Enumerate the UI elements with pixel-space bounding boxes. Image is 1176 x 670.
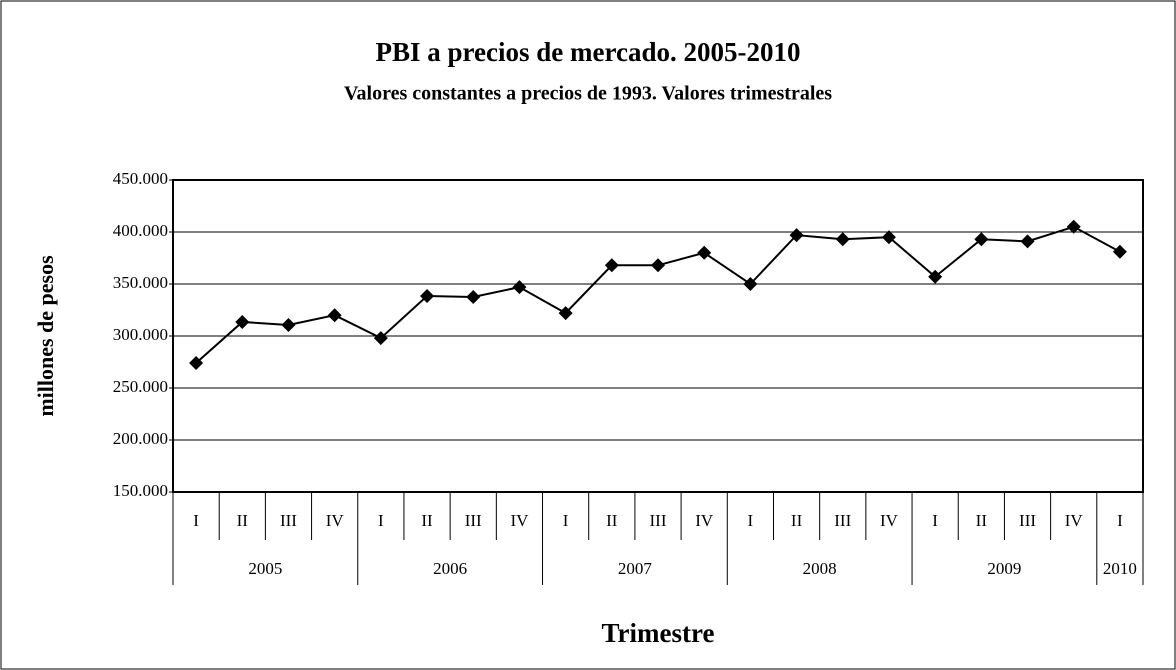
- data-marker: [189, 356, 204, 371]
- x-tick-label: IV: [326, 511, 345, 530]
- data-marker: [743, 277, 758, 291]
- x-tick-label: I: [563, 511, 569, 530]
- data-marker: [1066, 219, 1081, 234]
- x-group-label: 2005: [248, 559, 282, 578]
- y-tick-label: 250.000: [113, 377, 168, 396]
- data-marker: [789, 228, 804, 243]
- data-marker: [974, 232, 989, 247]
- x-tick-label: III: [1019, 511, 1036, 530]
- data-marker: [1020, 234, 1035, 249]
- data-marker: [928, 269, 943, 284]
- x-tick-label: II: [791, 511, 803, 530]
- x-tick-label: III: [280, 511, 297, 530]
- chart-title: PBI a precios de mercado. 2005-2010: [376, 37, 801, 67]
- x-tick-label: IV: [510, 511, 529, 530]
- x-group-label: 2006: [433, 559, 467, 578]
- data-marker: [558, 306, 573, 321]
- x-tick-label: III: [834, 511, 851, 530]
- x-group-label: 2007: [618, 559, 653, 578]
- x-group-label: 2010: [1103, 559, 1137, 578]
- y-tick-label: 350.000: [113, 273, 168, 292]
- chart-subtitle: Valores constantes a precios de 1993. Va…: [344, 83, 832, 105]
- x-tick-label: I: [932, 511, 938, 530]
- data-marker: [835, 232, 850, 247]
- data-marker: [697, 245, 712, 260]
- data-marker: [881, 230, 896, 245]
- data-marker: [373, 331, 388, 346]
- data-marker: [420, 288, 435, 303]
- x-tick-label: IV: [1065, 511, 1084, 530]
- x-tick-label: I: [748, 511, 754, 530]
- x-group-label: 2008: [803, 559, 837, 578]
- y-tick-label: 150.000: [113, 481, 168, 500]
- data-marker: [235, 314, 250, 329]
- x-tick-label: I: [193, 511, 199, 530]
- plot-border: [172, 179, 1144, 493]
- x-tick-label: III: [465, 511, 482, 530]
- data-marker: [327, 308, 342, 323]
- x-tick-label: II: [421, 511, 433, 530]
- x-axis-label: Trimestre: [602, 618, 715, 648]
- y-tick-label: 450.000: [113, 169, 168, 188]
- x-tick-label: IV: [880, 511, 899, 530]
- x-group-label: 2009: [987, 559, 1021, 578]
- data-marker: [1112, 244, 1127, 259]
- x-tick-label: IV: [695, 511, 714, 530]
- x-tick-label: II: [606, 511, 618, 530]
- x-tick-label: I: [1117, 511, 1123, 530]
- data-marker: [281, 317, 296, 332]
- data-marker: [512, 280, 527, 295]
- data-marker: [604, 258, 619, 273]
- y-axis-label: millones de pesos: [33, 255, 58, 417]
- x-tick-label: III: [650, 511, 667, 530]
- x-tick-label: I: [378, 511, 384, 530]
- y-tick-label: 400.000: [113, 221, 168, 240]
- y-tick-label: 200.000: [113, 429, 168, 448]
- y-tick-label: 300.000: [113, 325, 168, 344]
- data-marker: [651, 258, 665, 273]
- x-tick-label: II: [976, 511, 988, 530]
- data-marker: [466, 290, 481, 304]
- x-tick-label: II: [237, 511, 249, 530]
